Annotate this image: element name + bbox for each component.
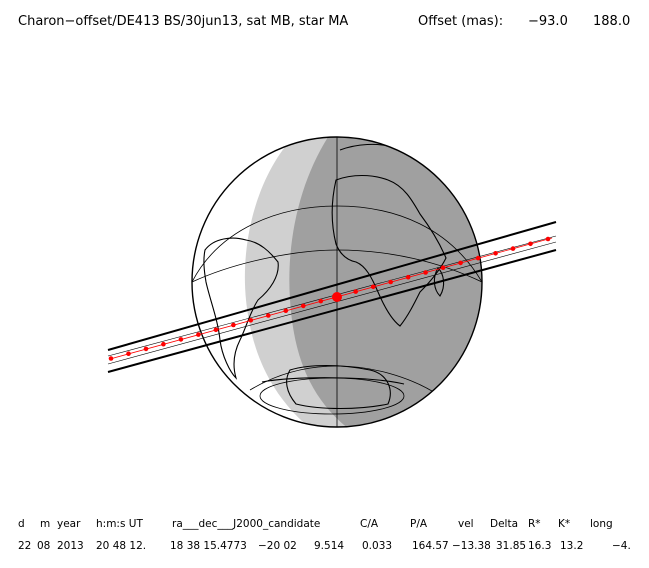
track-point <box>231 322 236 328</box>
globe-limb <box>191 136 483 428</box>
track-point <box>283 308 289 314</box>
track-point <box>440 265 446 271</box>
offset-ra-value: −93.0 <box>528 14 568 29</box>
table-header-r-star: R* <box>528 518 541 530</box>
closest-approach-marker <box>332 292 342 302</box>
graticule <box>192 137 482 427</box>
track-point <box>196 332 201 337</box>
track-limit-south <box>107 249 557 373</box>
track-point <box>528 241 533 247</box>
title-text: Charon−offset/DE413 BS/30jun13, sat MB, … <box>18 14 349 29</box>
track-point <box>493 251 498 256</box>
track-points <box>108 236 551 361</box>
track-point <box>213 327 219 333</box>
track-point <box>388 279 394 285</box>
table-value-candidate: 9.514 <box>314 540 345 552</box>
table-value-vel: −13.38 <box>452 540 491 552</box>
track-point <box>370 284 376 290</box>
track-point <box>108 356 114 361</box>
offset-dec-value: 188.0 <box>593 14 631 29</box>
track-limit-north <box>107 221 557 351</box>
track-point <box>545 236 551 242</box>
track-point <box>475 255 481 261</box>
track-point <box>248 318 254 323</box>
table-header-month: m <box>40 518 51 530</box>
table-header-delta: Delta <box>490 518 519 530</box>
track-point <box>458 260 463 266</box>
table-value-day: 22 <box>18 540 32 552</box>
table-header-day: d <box>18 518 25 530</box>
track-point <box>266 313 271 318</box>
table-header-vel: vel <box>458 518 474 530</box>
track-point <box>126 351 131 357</box>
track-thin-south <box>107 241 557 365</box>
table-value-delta: 31.85 <box>496 540 527 552</box>
track-point <box>318 298 324 304</box>
table-value-k-star: 13.2 <box>560 540 584 552</box>
table-header-coords: ra___dec___J2000_candidate <box>172 518 321 530</box>
track-point <box>353 289 359 294</box>
table-value-year: 2013 <box>57 540 84 552</box>
table-value-time: 20 48 12. <box>96 540 147 552</box>
track-point <box>510 246 516 251</box>
table-value-long: −4. <box>612 540 631 552</box>
track-point <box>301 303 306 309</box>
track-point <box>143 346 149 352</box>
table-header-long: long <box>590 518 613 530</box>
shadow-track <box>107 221 557 373</box>
table-header-year: year <box>57 518 81 530</box>
table-header-k-star: K* <box>558 518 571 530</box>
table-header-ca: C/A <box>360 518 379 530</box>
table-value-dec: −20 02 <box>258 540 297 552</box>
track-point <box>161 341 166 347</box>
table-value-pa: 164.57 <box>412 540 449 552</box>
table-header-pa: P/A <box>410 518 428 530</box>
track-point <box>405 274 411 280</box>
table-value-r-star: 16.3 <box>528 540 552 552</box>
track-thin-north <box>107 235 557 357</box>
table-value-ra: 18 38 15.4773 <box>170 540 247 552</box>
offset-label: Offset (mas): <box>418 14 504 29</box>
table-header-time: h:m:s UT <box>96 518 143 530</box>
track-point <box>178 337 184 342</box>
table-value-ca: 0.033 <box>362 540 393 552</box>
track-point <box>423 270 428 275</box>
table-value-month: 08 <box>37 540 51 552</box>
night-zone <box>289 137 482 427</box>
